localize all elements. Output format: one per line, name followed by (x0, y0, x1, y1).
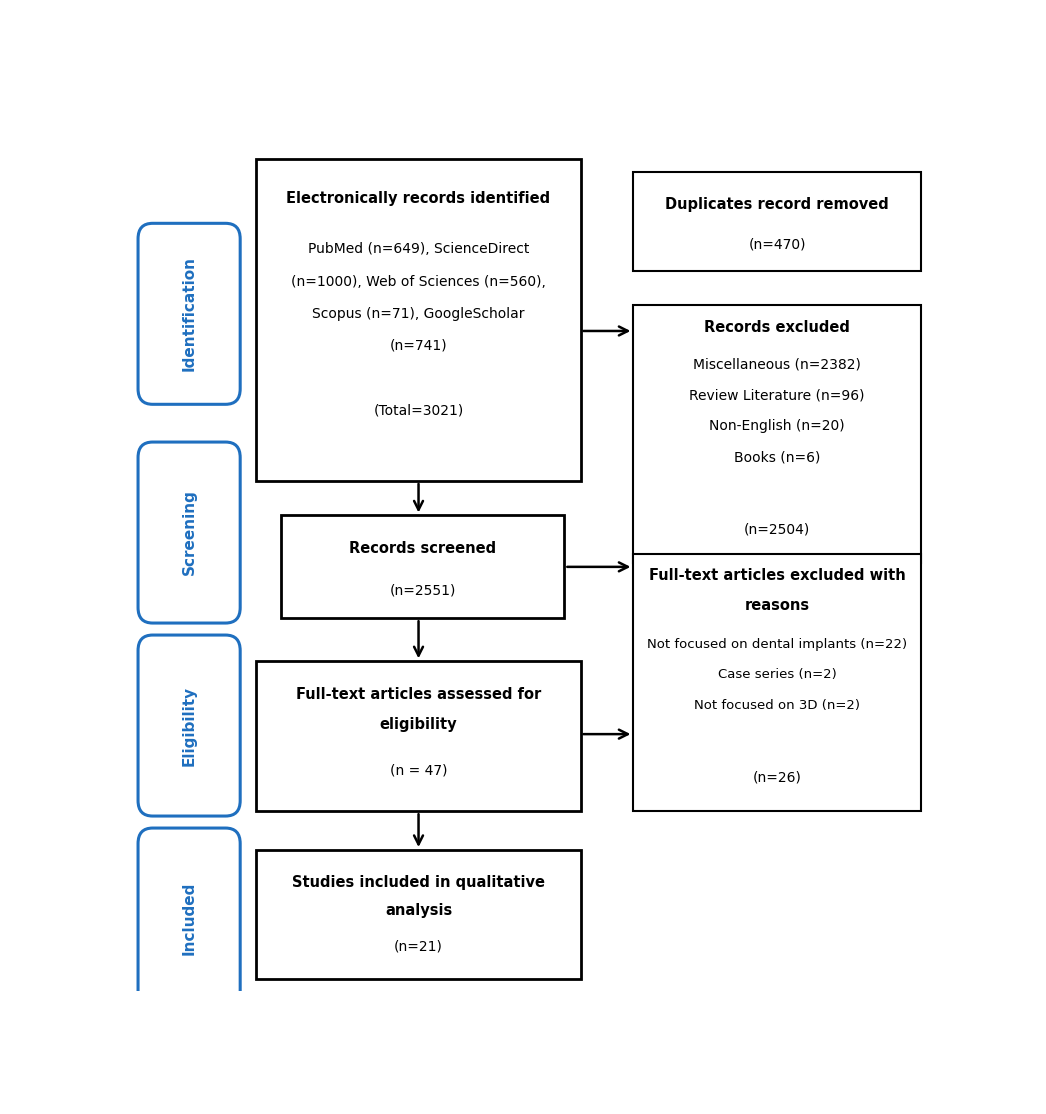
Bar (634, 305, 922, 563)
FancyBboxPatch shape (138, 223, 241, 404)
Text: Records excluded: Records excluded (704, 320, 850, 334)
Text: Eligibility: Eligibility (182, 685, 197, 765)
FancyBboxPatch shape (138, 635, 241, 817)
Text: Electronically records identified: Electronically records identified (287, 190, 550, 205)
FancyBboxPatch shape (138, 828, 241, 1009)
FancyBboxPatch shape (138, 442, 241, 623)
Text: (n=2504): (n=2504) (744, 522, 811, 536)
Bar (256, 662, 581, 811)
Text: Non-English (n=20): Non-English (n=20) (709, 419, 845, 433)
Text: (Total=3021): (Total=3021) (373, 403, 463, 418)
Text: (n=1000), Web of Sciences (n=560),: (n=1000), Web of Sciences (n=560), (291, 275, 546, 289)
Text: Review Literature (n=96): Review Literature (n=96) (689, 389, 865, 402)
Text: Not focused on 3D (n=2): Not focused on 3D (n=2) (695, 700, 860, 712)
Text: (n=26): (n=26) (753, 771, 801, 785)
Text: Case series (n=2): Case series (n=2) (718, 668, 837, 682)
Text: analysis: analysis (385, 903, 452, 918)
Bar (256, 159, 581, 481)
Text: Duplicates record removed: Duplicates record removed (665, 197, 889, 213)
Bar (634, 554, 922, 811)
Text: (n = 47): (n = 47) (390, 764, 448, 778)
Text: (n=2551): (n=2551) (389, 584, 456, 597)
Text: Screening: Screening (182, 490, 197, 576)
Text: reasons: reasons (745, 598, 810, 613)
Text: eligibility: eligibility (380, 716, 457, 732)
Text: Scopus (n=71), GoogleScholar: Scopus (n=71), GoogleScholar (313, 306, 525, 321)
Text: Miscellaneous (n=2382): Miscellaneous (n=2382) (693, 358, 861, 371)
Bar (256, 850, 581, 978)
Text: Records screened: Records screened (349, 540, 496, 556)
Text: (n=470): (n=470) (749, 237, 806, 252)
Bar (634, 173, 922, 271)
Text: (n=741): (n=741) (390, 339, 448, 353)
Text: Full-text articles excluded with: Full-text articles excluded with (649, 568, 906, 584)
Text: PubMed (n=649), ScienceDirect: PubMed (n=649), ScienceDirect (308, 243, 529, 256)
Text: Books (n=6): Books (n=6) (734, 450, 820, 465)
Text: Identification: Identification (182, 256, 197, 371)
Text: Studies included in qualitative: Studies included in qualitative (292, 874, 545, 890)
Text: Full-text articles assessed for: Full-text articles assessed for (296, 686, 541, 702)
Text: Included: Included (182, 882, 197, 955)
Bar (280, 516, 565, 618)
Text: (n=21): (n=21) (394, 939, 442, 954)
Text: Not focused on dental implants (n=22): Not focused on dental implants (n=22) (647, 637, 907, 651)
